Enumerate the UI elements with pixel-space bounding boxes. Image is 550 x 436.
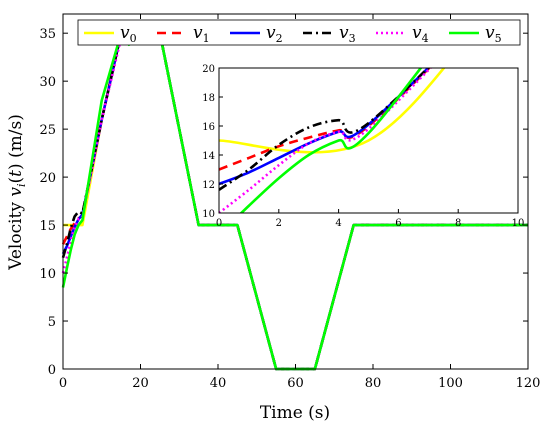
y-tick-label: 20 — [39, 171, 56, 186]
legend-box — [77, 19, 521, 46]
x-tick-label: 20 — [132, 376, 149, 391]
y-tick-label: 25 — [39, 123, 56, 138]
inset-series-group — [219, 68, 446, 213]
y-tick-label: 15 — [39, 219, 56, 234]
x-tick-label: 60 — [287, 376, 304, 391]
inset-y-tick-label: 18 — [202, 93, 215, 104]
inset-y-tick-label: 16 — [202, 122, 215, 133]
y-tick-label: 5 — [48, 315, 56, 330]
inset-x-tick-label: 0 — [216, 218, 222, 229]
inset-ticks-group: 0 2 4 6 8 10 10 12 14 16 18 20 — [202, 64, 524, 229]
legend-entry-v2: v2 — [230, 23, 283, 45]
y-axis-label: Velocity vi(t) (m/s) — [6, 114, 28, 271]
inset-x-tick-label: 4 — [335, 218, 341, 229]
inset-y-tick-label: 20 — [202, 64, 215, 75]
x-tick-label: 40 — [210, 376, 227, 391]
legend-entries: v0 v1 v2 v3 v4 v5 — [84, 23, 502, 45]
legend-label-v1: v1 — [193, 23, 210, 45]
x-tick-label: 0 — [59, 376, 67, 391]
legend-label-v5: v5 — [485, 23, 502, 45]
legend-label-v0: v0 — [120, 23, 137, 45]
legend-label-v4: v4 — [412, 23, 429, 45]
y-tick-label: 0 — [48, 363, 56, 378]
inset-y-tick-label: 12 — [202, 180, 215, 191]
legend-label-v2: v2 — [266, 23, 283, 45]
x-tick-label: 80 — [365, 376, 382, 391]
x-axis-label: Time (s) — [260, 403, 330, 423]
x-tick-label: 120 — [516, 376, 541, 391]
legend-entry-v0: v0 — [84, 23, 137, 45]
legend-label-v3: v3 — [339, 23, 356, 45]
inset-series-line-v5 — [239, 68, 423, 213]
inset-x-tick-label: 10 — [512, 218, 525, 229]
y-tick-label: 35 — [39, 27, 56, 42]
legend: v0 v1 v2 v3 v4 v5 — [77, 19, 521, 46]
inset-plot: 0 2 4 6 8 10 10 12 14 16 18 20 — [202, 64, 524, 229]
x-tick-label: 100 — [438, 376, 463, 391]
y-tick-label: 10 — [39, 267, 56, 282]
legend-entry-v4: v4 — [376, 23, 429, 45]
inset-x-tick-label: 2 — [276, 218, 282, 229]
inset-x-tick-label: 8 — [455, 218, 461, 229]
legend-entry-v5: v5 — [449, 23, 502, 45]
inset-y-tick-label: 10 — [202, 209, 215, 220]
legend-entry-v1: v1 — [157, 23, 210, 45]
inset-x-tick-label: 6 — [395, 218, 401, 229]
y-tick-label: 30 — [39, 75, 56, 90]
inset-series-line-v2 — [219, 68, 430, 186]
inset-plot-frame — [218, 67, 519, 214]
inset-y-tick-label: 14 — [202, 151, 215, 162]
legend-entry-v3: v3 — [303, 23, 356, 45]
